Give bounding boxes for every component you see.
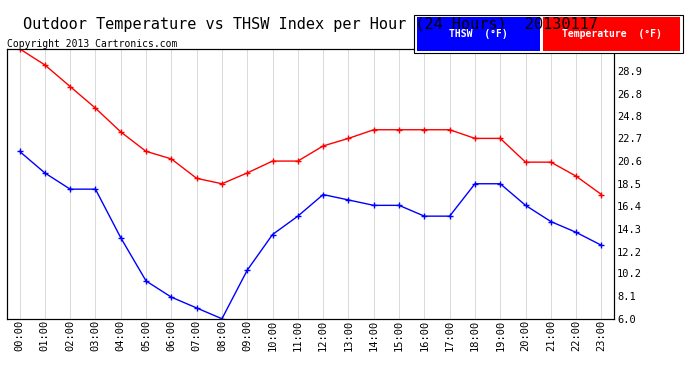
Text: Outdoor Temperature vs THSW Index per Hour (24 Hours)  20130117: Outdoor Temperature vs THSW Index per Ho… [23, 17, 598, 32]
Bar [417, 17, 540, 51]
Text: THSW  (°F): THSW (°F) [449, 29, 508, 39]
Bar [543, 17, 680, 51]
Text: Copyright 2013 Cartronics.com: Copyright 2013 Cartronics.com [7, 39, 177, 50]
Text: Temperature  (°F): Temperature (°F) [562, 29, 662, 39]
